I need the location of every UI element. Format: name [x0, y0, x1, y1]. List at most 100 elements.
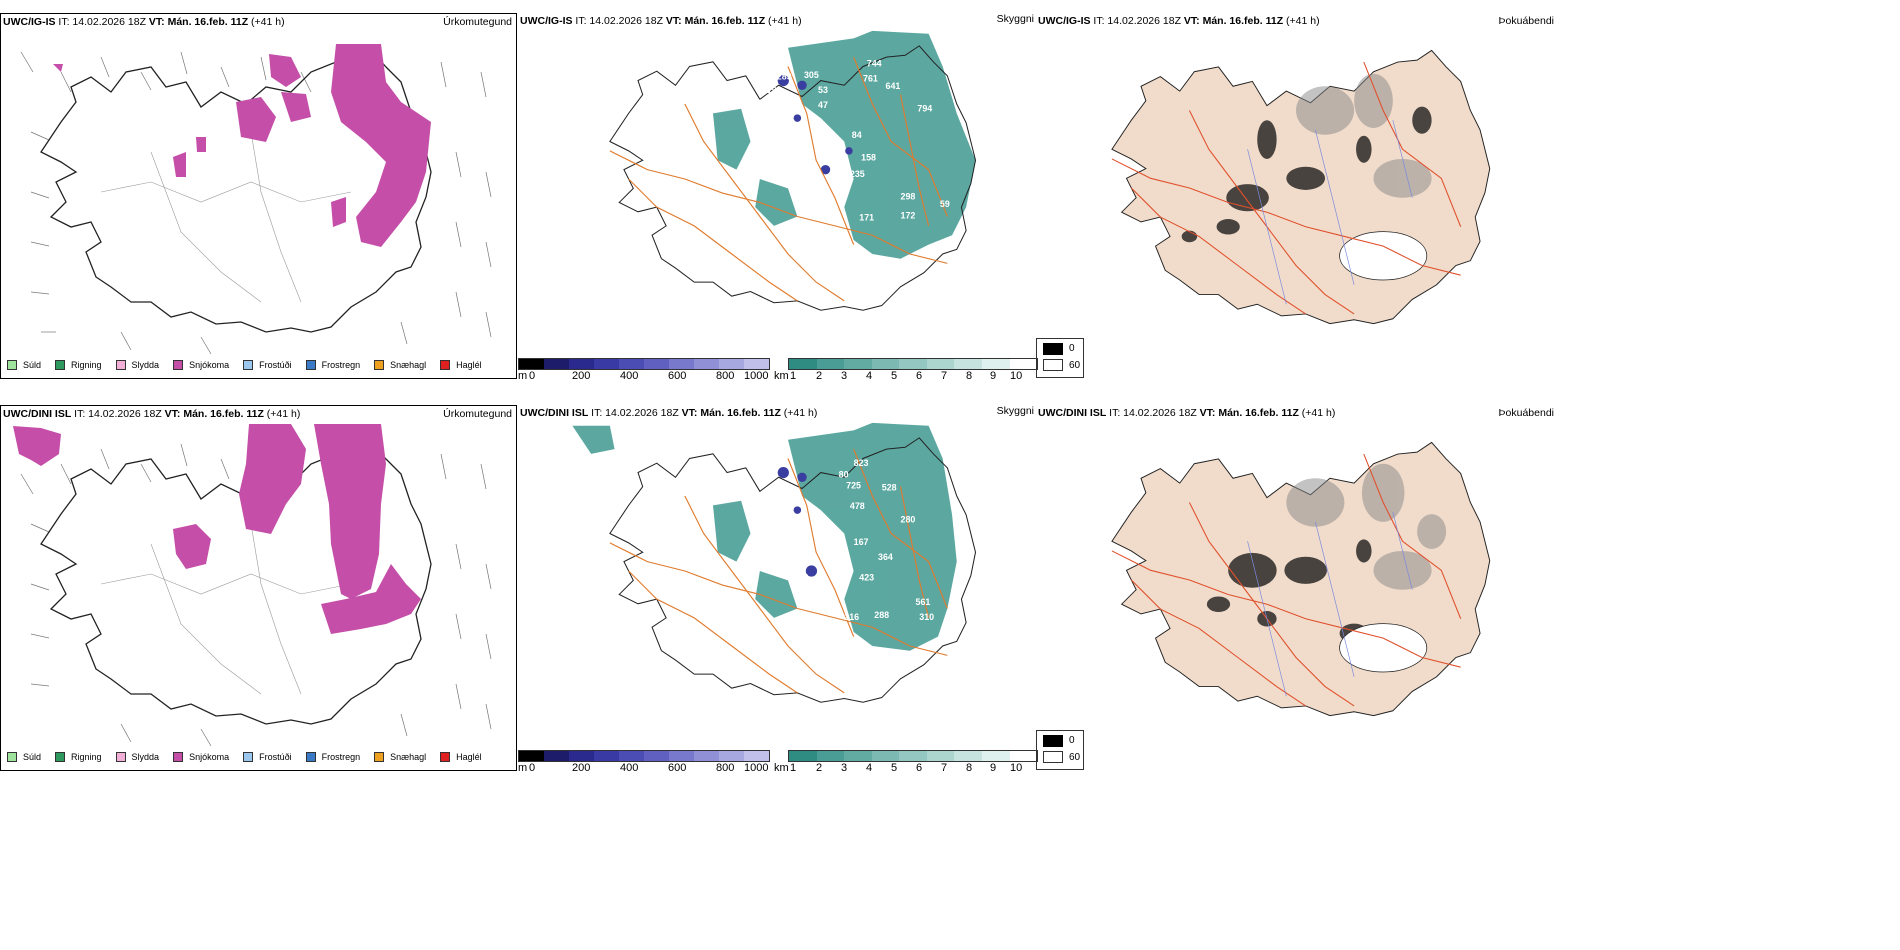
legend-item: Slydda [115, 360, 159, 370]
visibility-tick: 3 [841, 762, 848, 774]
legend-swatch [173, 752, 184, 762]
cloud-panel-1: UWC/IG-IS IT: 14.02.2026 18Z VT: Mán. 16… [518, 13, 1038, 382]
precip-panel-1: UWC/IG-IS IT: 14.02.2026 18Z VT: Mán. 16… [0, 13, 517, 379]
cloudbase-tick: 1000 [744, 370, 769, 382]
cloud-label: 305 [804, 70, 819, 80]
fog-tick: 0 [1069, 735, 1075, 746]
visibility-tick: 5 [891, 762, 898, 774]
cloud-label: 30 [812, 205, 822, 215]
fog-swatch-black [1043, 343, 1063, 355]
legend-swatch [374, 360, 385, 370]
precip-legend-2: Súld Rigning Slydda Snjókoma Frostúði Fr… [7, 752, 496, 762]
legend-item: Frostregn [305, 360, 360, 370]
legend-swatch [243, 360, 254, 370]
cloud-label: 172 [901, 210, 916, 220]
cloud-label: 298 [901, 192, 916, 202]
cloud-label: 412 [777, 512, 792, 522]
cloud-label: 761 [863, 74, 878, 84]
cloud-label: 288 [874, 610, 889, 620]
cloud-label: 171 [826, 214, 841, 224]
legend-swatch [173, 360, 184, 370]
cloud-label: 47 [818, 100, 828, 110]
visibility-tick: 1 [790, 370, 797, 382]
visibility-tick: 3 [841, 370, 848, 382]
cloud-type-title-1: Skyggni [996, 13, 1034, 25]
legend-item: Haglél [440, 752, 482, 762]
legend-item: Frostúði [243, 752, 292, 762]
fog-map-1 [1111, 49, 1491, 325]
cloudbase-tick: 800 [716, 762, 735, 774]
cloud-label: 195 [807, 578, 822, 588]
visibility-tick: 8 [966, 370, 973, 382]
fog-title-1: UWC/IG-IS IT: 14.02.2026 18Z VT: Mán. 16… [1038, 15, 1320, 27]
cloud-label: 561 [916, 597, 931, 607]
legend-item: Haglél [440, 360, 482, 370]
cloud-label: 158 [861, 152, 876, 162]
fog-tick: 60 [1069, 360, 1081, 371]
legend-swatch [440, 360, 451, 370]
legend-item: Snjókoma [173, 752, 229, 762]
fog-panel-1: UWC/IG-IS IT: 14.02.2026 18Z VT: Mán. 16… [1036, 13, 1556, 379]
cloud-label: 147 [766, 120, 781, 130]
fog-swatch-white [1043, 751, 1063, 763]
cloud-label: 823 [854, 458, 869, 468]
legend-swatch [305, 360, 316, 370]
visibility-tick: 7 [941, 762, 948, 774]
cloud-label: 295 [758, 98, 773, 108]
cloud-map-2: 823 80 725 528 478 326 374 412 427 50 28… [572, 422, 977, 703]
fog-title-2: UWC/DINI ISL IT: 14.02.2026 18Z VT: Mán.… [1038, 407, 1336, 419]
cloud-label: 423 [859, 572, 874, 582]
cloudbase-tick: 0 [529, 370, 536, 382]
cloudbase-tick: 600 [668, 370, 687, 382]
cloud-title-1: UWC/IG-IS IT: 14.02.2026 18Z VT: Mán. 16… [520, 15, 802, 27]
legend-item: Súld [7, 752, 41, 762]
legend-item: Frostúði [243, 360, 292, 370]
visibility-colorbar-1 [788, 358, 1038, 370]
visibility-tick: 5 [891, 370, 898, 382]
cloud-label: 50 [784, 526, 794, 536]
legend-swatch [55, 752, 66, 762]
precip-map-2 [13, 424, 492, 747]
visibility-tick: 10 [1010, 370, 1023, 382]
legend-item: Rigning [55, 360, 102, 370]
cloudbase-tick: 1000 [744, 762, 769, 774]
visibility-tick: 6 [916, 370, 923, 382]
precip-panel-2: UWC/DINI ISL IT: 14.02.2026 18Z VT: Mán.… [0, 405, 517, 771]
legend-swatch [7, 360, 17, 370]
fog-map-2 [1111, 441, 1491, 717]
cloudbase-tick: 200 [572, 762, 591, 774]
cloudbase-tick: 800 [716, 370, 735, 382]
legend-item: Snæhagl [374, 752, 426, 762]
legend-item: Rigning [55, 752, 102, 762]
cloud-label: 53 [818, 85, 828, 95]
cloud-label: 289 [777, 72, 792, 82]
precip-map-1 [20, 44, 492, 355]
visibility-tick: 7 [941, 370, 948, 382]
fog-legend-1: 0 60 [1036, 338, 1084, 378]
cloudbase-colorbar-2 [518, 750, 770, 762]
precip-title-1: UWC/IG-IS IT: 14.02.2026 18Z VT: Mán. 16… [3, 16, 285, 28]
fog-tick: 60 [1069, 752, 1081, 763]
cloud-label: 310 [919, 612, 934, 622]
cloud-label: 235 [850, 169, 865, 179]
fog-swatch-white [1043, 359, 1063, 371]
legend-swatch [7, 752, 17, 762]
fog-type-title-1: Þokuábendi [1498, 15, 1554, 27]
cloud-panel-2: UWC/DINI ISL IT: 14.02.2026 18Z VT: Mán.… [518, 405, 1038, 774]
visibility-tick: 2 [816, 762, 823, 774]
visibility-tick: 2 [816, 370, 823, 382]
cloud-label: 80 [839, 469, 849, 479]
cloudbase-unit-1: m [518, 370, 528, 382]
visibility-unit-1: km [774, 370, 789, 382]
legend-swatch [374, 752, 385, 762]
legend-swatch [243, 752, 254, 762]
cloud-label: 641 [886, 81, 901, 91]
legend-swatch [55, 360, 66, 370]
fog-panel-2: UWC/DINI ISL IT: 14.02.2026 18Z VT: Mán.… [1036, 405, 1556, 771]
cloud-label: 131 [799, 164, 814, 174]
cloud-type-title-2: Skyggni [996, 405, 1034, 417]
cloud-label: 326 [764, 499, 779, 509]
cloudbase-colorbar-1 [518, 358, 770, 370]
cloudbase-tick: 400 [620, 370, 639, 382]
visibility-unit-2: km [774, 762, 789, 774]
